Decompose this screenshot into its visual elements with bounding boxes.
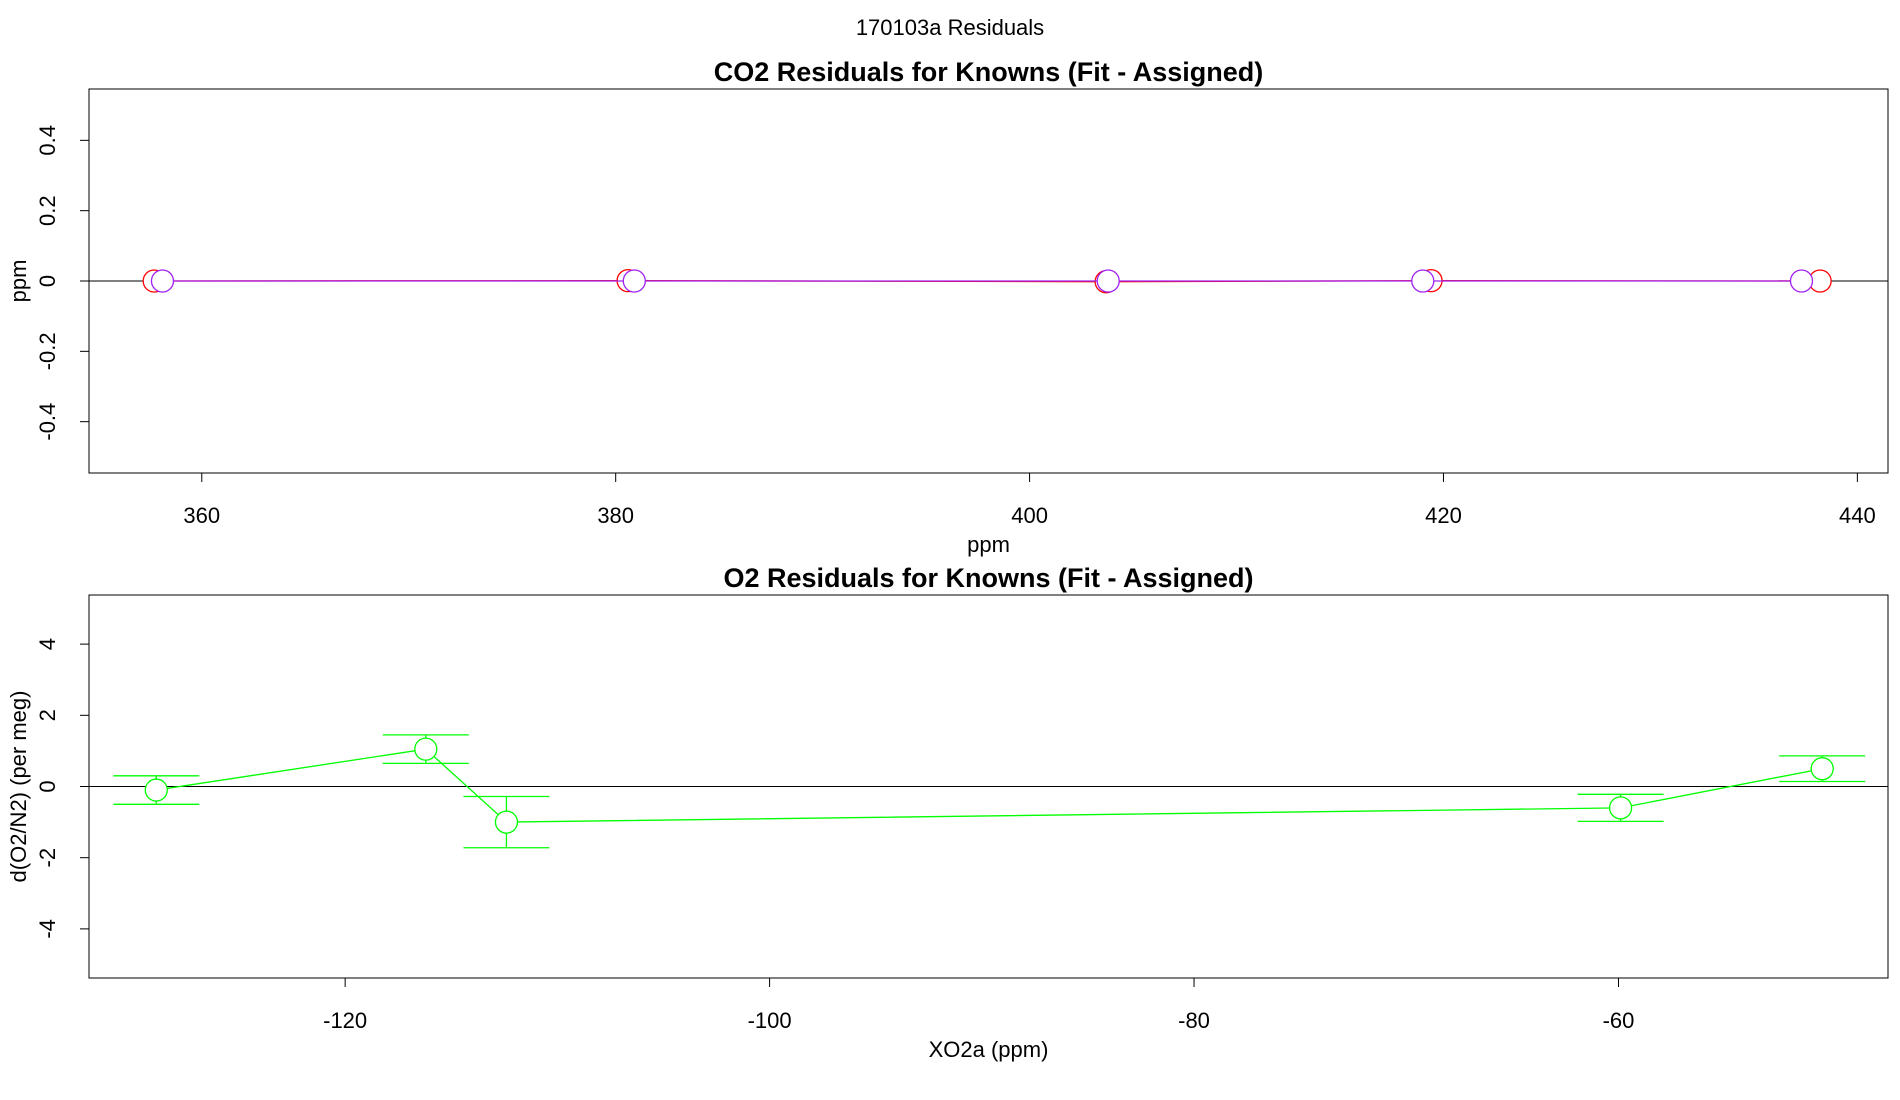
chart-title: CO2 Residuals for Knowns (Fit - Assigned… [714, 57, 1264, 87]
x-tick-label: -100 [748, 1008, 792, 1033]
point [1608, 796, 1633, 820]
point [144, 778, 168, 802]
page-title: 170103a Residuals [856, 15, 1044, 40]
x-tick-label: 440 [1839, 503, 1876, 528]
x-tick-label: -60 [1603, 1008, 1635, 1033]
y-tick-label: 0 [35, 780, 60, 792]
y-tick-label: -0.4 [35, 403, 60, 441]
point [1789, 269, 1814, 293]
y-axis-label: d(O2/N2) (per meg) [6, 691, 31, 883]
y-tick-label: 4 [35, 638, 60, 650]
point [1810, 757, 1834, 781]
point [622, 269, 646, 293]
point [1096, 269, 1120, 293]
x-tick-label: 380 [597, 503, 634, 528]
y-tick-label: 0.4 [35, 125, 60, 156]
x-axis-label: ppm [967, 532, 1010, 557]
x-tick-label: -80 [1178, 1008, 1210, 1033]
point [1411, 269, 1435, 293]
y-tick-label: 2 [35, 709, 60, 721]
y-tick-label: 0.2 [35, 195, 60, 226]
point [414, 737, 438, 761]
x-tick-label: 360 [183, 503, 220, 528]
y-tick-label: 0 [35, 275, 60, 287]
y-tick-label: -0.2 [35, 332, 60, 370]
x-tick-label: 420 [1425, 503, 1462, 528]
chart-title: O2 Residuals for Knowns (Fit - Assigned) [723, 563, 1253, 593]
point [494, 810, 519, 834]
y-tick-label: -2 [35, 848, 60, 868]
y-tick-label: -4 [35, 919, 60, 939]
x-tick-label: 400 [1011, 503, 1048, 528]
point [150, 269, 175, 293]
x-axis-label: XO2a (ppm) [929, 1037, 1049, 1062]
y-axis-label: ppm [6, 260, 31, 303]
series-line [156, 748, 1823, 823]
x-tick-label: -120 [323, 1008, 367, 1033]
